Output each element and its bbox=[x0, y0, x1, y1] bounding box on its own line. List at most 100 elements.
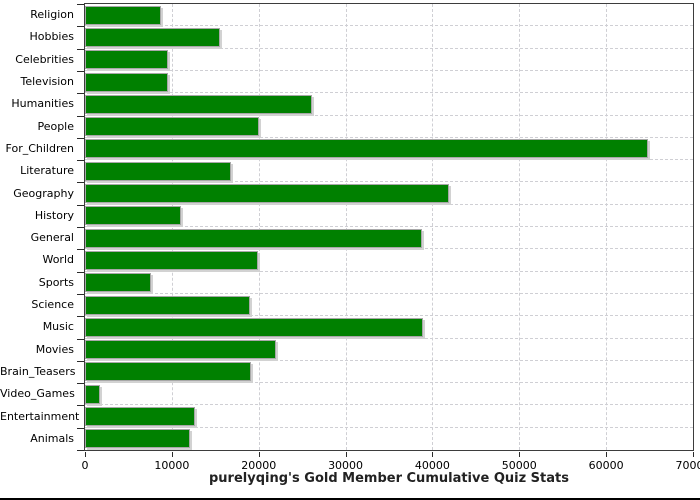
horizontal-gridline bbox=[85, 315, 693, 317]
bar-music bbox=[85, 317, 423, 337]
bar-for_children bbox=[85, 139, 648, 159]
bar-geography bbox=[85, 184, 449, 204]
bar-people bbox=[85, 117, 259, 137]
horizontal-gridline bbox=[85, 382, 693, 384]
category-label-humanities: Humanities bbox=[11, 97, 74, 111]
x-axis-tick bbox=[258, 452, 260, 457]
category-label-people: People bbox=[37, 119, 74, 133]
category-label-for_children: For_Children bbox=[5, 141, 74, 155]
x-axis-tick bbox=[432, 452, 434, 457]
category-label-sports: Sports bbox=[38, 275, 74, 289]
category-label-video_games: Video_Games bbox=[0, 387, 75, 401]
vertical-gridline bbox=[432, 4, 434, 450]
x-axis-label-70000: 70000 bbox=[675, 459, 700, 472]
x-axis-tick bbox=[171, 452, 173, 457]
horizontal-gridline bbox=[85, 404, 693, 406]
horizontal-gridline bbox=[85, 426, 693, 428]
x-axis-label-20000: 20000 bbox=[241, 459, 277, 472]
bar-humanities bbox=[85, 94, 312, 114]
x-axis-tick bbox=[606, 452, 608, 457]
horizontal-gridline bbox=[85, 359, 693, 361]
x-axis-tick bbox=[519, 452, 521, 457]
category-label-geography: Geography bbox=[13, 186, 74, 200]
bar-history bbox=[85, 206, 181, 226]
x-axis-label-10000: 10000 bbox=[154, 459, 190, 472]
category-label-music: Music bbox=[42, 320, 74, 334]
x-axis-tick bbox=[693, 452, 694, 457]
horizontal-gridline bbox=[85, 136, 693, 138]
bar-hobbies bbox=[85, 27, 220, 47]
y-axis-tick bbox=[77, 227, 84, 228]
y-axis-tick bbox=[77, 293, 84, 295]
category-label-hobbies: Hobbies bbox=[29, 30, 74, 44]
horizontal-gridline bbox=[85, 248, 693, 250]
x-axis-label-40000: 40000 bbox=[414, 459, 450, 472]
bar-movies bbox=[85, 340, 276, 360]
bar-literature bbox=[85, 161, 231, 181]
vertical-gridline bbox=[345, 4, 347, 450]
vertical-gridline bbox=[171, 4, 173, 450]
y-axis-tick bbox=[77, 427, 84, 429]
vertical-gridline bbox=[258, 4, 260, 450]
category-label-religion: Religion bbox=[30, 8, 74, 22]
y-axis-tick bbox=[77, 271, 84, 273]
category-label-celebrities: Celebrities bbox=[15, 52, 74, 66]
y-axis-tick bbox=[77, 70, 84, 72]
y-axis-tick bbox=[77, 405, 84, 407]
category-label-general: General bbox=[30, 231, 74, 245]
y-axis-tick bbox=[77, 249, 84, 251]
horizontal-gridline bbox=[85, 181, 693, 183]
y-axis-tick bbox=[77, 48, 84, 50]
horizontal-gridline bbox=[85, 114, 693, 116]
horizontal-gridline bbox=[85, 203, 693, 205]
y-axis-tick bbox=[77, 204, 84, 206]
vertical-gridline bbox=[606, 4, 608, 450]
x-axis-label-0: 0 bbox=[81, 459, 89, 472]
horizontal-gridline bbox=[85, 226, 693, 227]
x-axis-tick bbox=[85, 452, 86, 457]
bottom-edge-line bbox=[0, 498, 700, 500]
y-axis-tick bbox=[77, 4, 84, 5]
bar-entertainment bbox=[85, 407, 195, 427]
y-axis-tick bbox=[77, 338, 84, 340]
y-axis-tick bbox=[77, 182, 84, 184]
category-label-literature: Literature bbox=[20, 164, 74, 178]
category-label-brain_teasers: Brain_Teasers bbox=[0, 364, 76, 378]
bar-general bbox=[85, 228, 422, 248]
category-label-history: History bbox=[34, 208, 74, 222]
bar-world bbox=[85, 250, 258, 270]
bar-science bbox=[85, 295, 250, 315]
y-axis-tick bbox=[77, 137, 84, 139]
horizontal-gridline bbox=[85, 337, 693, 339]
vertical-gridline bbox=[519, 4, 521, 450]
y-axis-tick bbox=[77, 360, 84, 362]
horizontal-gridline bbox=[85, 270, 693, 272]
bar-celebrities bbox=[85, 50, 168, 70]
bar-sports bbox=[85, 273, 151, 293]
horizontal-gridline bbox=[85, 47, 693, 49]
horizontal-gridline bbox=[85, 292, 693, 294]
x-axis-label-60000: 60000 bbox=[588, 459, 624, 472]
bar-religion bbox=[85, 5, 161, 25]
category-label-animals: Animals bbox=[30, 431, 74, 445]
chart-title: purelyqing's Gold Member Cumulative Quiz… bbox=[208, 471, 569, 486]
horizontal-gridline bbox=[85, 69, 693, 71]
y-axis-tick bbox=[77, 115, 84, 117]
horizontal-gridline bbox=[85, 92, 693, 94]
bar-video_games bbox=[85, 384, 100, 404]
y-axis-tick bbox=[77, 26, 84, 28]
horizontal-gridline bbox=[85, 25, 693, 27]
y-axis-tick bbox=[77, 316, 84, 318]
y-axis-tick bbox=[77, 160, 84, 162]
bar-television bbox=[85, 72, 168, 92]
x-axis-label-50000: 50000 bbox=[501, 459, 537, 472]
category-label-entertainment: Entertainment bbox=[0, 409, 80, 423]
category-label-science: Science bbox=[31, 298, 74, 312]
category-label-movies: Movies bbox=[35, 342, 74, 356]
x-axis-label-30000: 30000 bbox=[328, 459, 364, 472]
horizontal-gridline bbox=[85, 159, 693, 161]
x-axis-tick bbox=[345, 452, 347, 457]
category-label-world: World bbox=[42, 253, 74, 267]
bar-brain_teasers bbox=[85, 362, 251, 382]
y-axis-tick bbox=[77, 450, 84, 451]
